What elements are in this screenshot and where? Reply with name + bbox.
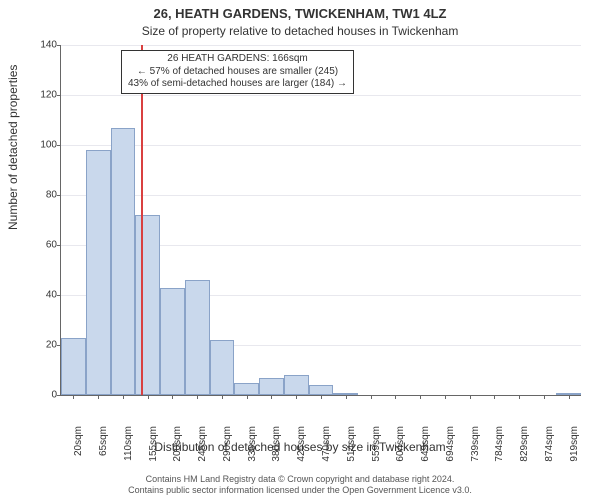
y-tick-mark bbox=[57, 95, 61, 96]
x-tick-mark bbox=[321, 395, 322, 399]
y-tick-label: 20 bbox=[31, 340, 57, 351]
x-axis-label: Distribution of detached houses by size … bbox=[0, 440, 600, 454]
chart-title-line1: 26, HEATH GARDENS, TWICKENHAM, TW1 4LZ bbox=[0, 6, 600, 21]
histogram-bar bbox=[160, 288, 185, 396]
x-tick-mark bbox=[420, 395, 421, 399]
histogram-bar bbox=[210, 340, 235, 395]
y-tick-label: 40 bbox=[31, 290, 57, 301]
annotation-line2: ← 57% of detached houses are smaller (24… bbox=[128, 66, 347, 79]
annotation-line3: 43% of semi-detached houses are larger (… bbox=[128, 78, 347, 91]
y-tick-label: 140 bbox=[31, 40, 57, 51]
y-tick-mark bbox=[57, 145, 61, 146]
x-tick-mark bbox=[371, 395, 372, 399]
y-tick-label: 120 bbox=[31, 90, 57, 101]
gridline-h bbox=[61, 45, 581, 46]
plot-area: 02040608010012014020sqm65sqm110sqm155sqm… bbox=[60, 45, 581, 396]
x-tick-mark bbox=[494, 395, 495, 399]
x-tick-mark bbox=[148, 395, 149, 399]
x-tick-mark bbox=[197, 395, 198, 399]
x-tick-mark bbox=[247, 395, 248, 399]
x-tick-mark bbox=[73, 395, 74, 399]
y-tick-label: 60 bbox=[31, 240, 57, 251]
x-tick-mark bbox=[569, 395, 570, 399]
y-tick-mark bbox=[57, 295, 61, 296]
gridline-h bbox=[61, 145, 581, 146]
histogram-bar bbox=[309, 385, 334, 395]
y-tick-mark bbox=[57, 245, 61, 246]
annotation-box: 26 HEATH GARDENS: 166sqm ← 57% of detach… bbox=[121, 50, 354, 94]
y-tick-mark bbox=[57, 195, 61, 196]
y-tick-label: 100 bbox=[31, 140, 57, 151]
x-tick-mark bbox=[346, 395, 347, 399]
y-tick-mark bbox=[57, 395, 61, 396]
footer-line1: Contains HM Land Registry data © Crown c… bbox=[146, 474, 455, 484]
chart-container: 26, HEATH GARDENS, TWICKENHAM, TW1 4LZ S… bbox=[0, 0, 600, 500]
x-tick-mark bbox=[544, 395, 545, 399]
annotation-line1: 26 HEATH GARDENS: 166sqm bbox=[128, 53, 347, 66]
x-tick-mark bbox=[395, 395, 396, 399]
gridline-h bbox=[61, 195, 581, 196]
y-tick-label: 0 bbox=[31, 390, 57, 401]
x-tick-mark bbox=[296, 395, 297, 399]
histogram-bar bbox=[259, 378, 284, 396]
histogram-bar bbox=[234, 383, 259, 396]
x-tick-mark bbox=[271, 395, 272, 399]
x-tick-mark bbox=[519, 395, 520, 399]
histogram-bar bbox=[111, 128, 136, 396]
chart-title-line2: Size of property relative to detached ho… bbox=[0, 24, 600, 38]
histogram-bar bbox=[61, 338, 86, 396]
x-tick-mark bbox=[123, 395, 124, 399]
y-tick-mark bbox=[57, 45, 61, 46]
x-tick-mark bbox=[222, 395, 223, 399]
y-axis-label: Number of detached properties bbox=[6, 65, 20, 230]
y-tick-label: 80 bbox=[31, 190, 57, 201]
reference-line bbox=[141, 45, 143, 395]
footer-text: Contains HM Land Registry data © Crown c… bbox=[0, 474, 600, 496]
gridline-h bbox=[61, 95, 581, 96]
x-tick-mark bbox=[172, 395, 173, 399]
histogram-bar bbox=[185, 280, 210, 395]
histogram-bar bbox=[86, 150, 111, 395]
histogram-bar bbox=[135, 215, 160, 395]
histogram-bar bbox=[284, 375, 309, 395]
x-tick-mark bbox=[470, 395, 471, 399]
x-tick-mark bbox=[98, 395, 99, 399]
footer-line2: Contains public sector information licen… bbox=[128, 485, 472, 495]
x-tick-mark bbox=[445, 395, 446, 399]
